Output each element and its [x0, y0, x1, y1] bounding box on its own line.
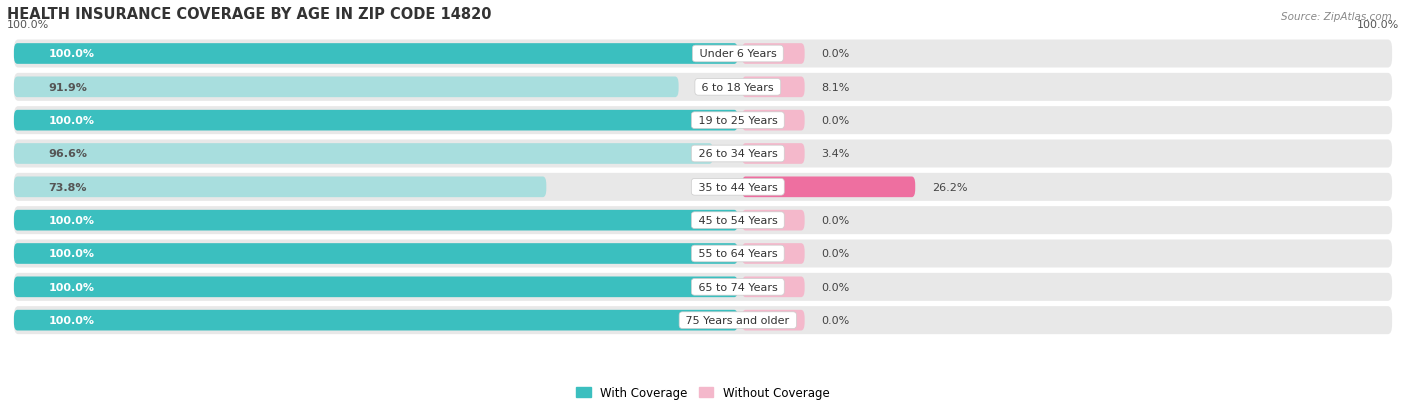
Text: 65 to 74 Years: 65 to 74 Years — [695, 282, 780, 292]
Text: 35 to 44 Years: 35 to 44 Years — [695, 183, 780, 192]
Text: 73.8%: 73.8% — [49, 183, 87, 192]
FancyBboxPatch shape — [742, 111, 804, 131]
Text: 8.1%: 8.1% — [821, 83, 849, 93]
FancyBboxPatch shape — [14, 244, 738, 264]
FancyBboxPatch shape — [14, 173, 1392, 202]
Text: 0.0%: 0.0% — [821, 116, 849, 126]
Text: HEALTH INSURANCE COVERAGE BY AGE IN ZIP CODE 14820: HEALTH INSURANCE COVERAGE BY AGE IN ZIP … — [7, 7, 492, 22]
Text: 0.0%: 0.0% — [821, 50, 849, 59]
FancyBboxPatch shape — [742, 177, 915, 198]
FancyBboxPatch shape — [14, 40, 1392, 68]
Text: 91.9%: 91.9% — [49, 83, 87, 93]
Text: 0.0%: 0.0% — [821, 249, 849, 259]
FancyBboxPatch shape — [14, 107, 1392, 135]
Text: 6 to 18 Years: 6 to 18 Years — [699, 83, 778, 93]
Text: 75 Years and older: 75 Years and older — [682, 316, 793, 325]
Text: 0.0%: 0.0% — [821, 316, 849, 325]
FancyBboxPatch shape — [14, 306, 1392, 335]
FancyBboxPatch shape — [14, 140, 1392, 168]
Text: 100.0%: 100.0% — [49, 216, 94, 225]
Legend: With Coverage, Without Coverage: With Coverage, Without Coverage — [572, 382, 834, 404]
Text: 26 to 34 Years: 26 to 34 Years — [695, 149, 780, 159]
FancyBboxPatch shape — [742, 277, 804, 297]
FancyBboxPatch shape — [14, 273, 1392, 301]
FancyBboxPatch shape — [14, 77, 679, 98]
FancyBboxPatch shape — [14, 74, 1392, 102]
FancyBboxPatch shape — [14, 177, 547, 198]
FancyBboxPatch shape — [14, 44, 738, 65]
FancyBboxPatch shape — [742, 210, 804, 231]
Text: 96.6%: 96.6% — [49, 149, 87, 159]
Text: 0.0%: 0.0% — [821, 216, 849, 225]
Text: 100.0%: 100.0% — [49, 249, 94, 259]
Text: 100.0%: 100.0% — [49, 282, 94, 292]
FancyBboxPatch shape — [14, 206, 1392, 235]
Text: 0.0%: 0.0% — [821, 282, 849, 292]
FancyBboxPatch shape — [14, 144, 713, 164]
FancyBboxPatch shape — [742, 310, 804, 331]
FancyBboxPatch shape — [742, 144, 804, 164]
FancyBboxPatch shape — [14, 310, 738, 331]
Text: 100.0%: 100.0% — [49, 316, 94, 325]
Text: Under 6 Years: Under 6 Years — [696, 50, 780, 59]
Text: Source: ZipAtlas.com: Source: ZipAtlas.com — [1281, 12, 1392, 22]
Text: 100.0%: 100.0% — [49, 116, 94, 126]
Text: 100.0%: 100.0% — [49, 50, 94, 59]
FancyBboxPatch shape — [742, 244, 804, 264]
Text: 26.2%: 26.2% — [932, 183, 967, 192]
Text: 100.0%: 100.0% — [1357, 19, 1399, 29]
Text: 55 to 64 Years: 55 to 64 Years — [695, 249, 780, 259]
FancyBboxPatch shape — [14, 240, 1392, 268]
FancyBboxPatch shape — [742, 44, 804, 65]
Text: 100.0%: 100.0% — [7, 19, 49, 29]
FancyBboxPatch shape — [14, 111, 738, 131]
FancyBboxPatch shape — [14, 277, 738, 297]
Text: 3.4%: 3.4% — [821, 149, 849, 159]
Text: 45 to 54 Years: 45 to 54 Years — [695, 216, 780, 225]
FancyBboxPatch shape — [742, 77, 804, 98]
Text: 19 to 25 Years: 19 to 25 Years — [695, 116, 780, 126]
FancyBboxPatch shape — [14, 210, 738, 231]
